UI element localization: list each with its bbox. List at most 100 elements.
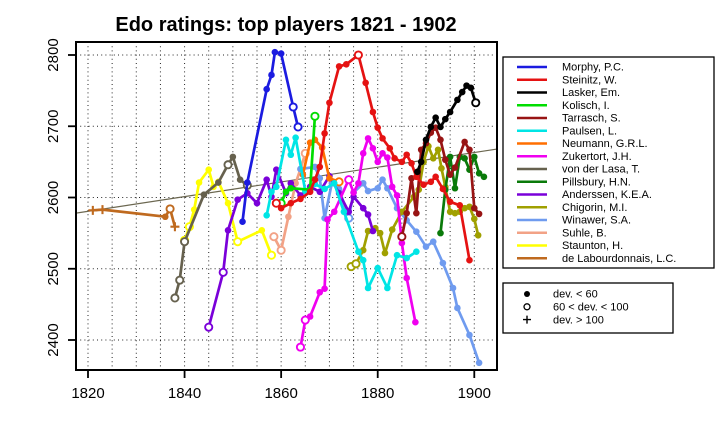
data-point-filled bbox=[321, 130, 328, 137]
data-point-filled bbox=[374, 264, 382, 272]
data-point-filled bbox=[388, 226, 396, 233]
legend-label-chigorin-m-i: Chigorin, M.I. bbox=[562, 202, 627, 214]
marker-key-label: dev. < 60 bbox=[553, 289, 598, 301]
trend-line-layer bbox=[76, 148, 497, 214]
data-point-filled bbox=[422, 243, 430, 250]
data-point-filled bbox=[350, 189, 357, 196]
data-point-open bbox=[353, 50, 363, 60]
data-point-filled bbox=[321, 185, 328, 193]
data-point-filled bbox=[413, 228, 420, 235]
marker-key-label: dev. > 100 bbox=[553, 314, 604, 326]
data-point-filled bbox=[195, 179, 203, 186]
legend-item-pillsbury-h-n: Pillsbury, H.N. bbox=[517, 176, 631, 188]
data-point-filled bbox=[446, 171, 454, 178]
data-point-filled bbox=[306, 188, 314, 196]
data-point-filled bbox=[287, 151, 295, 159]
data-point-filled bbox=[391, 155, 398, 162]
data-point-filled bbox=[437, 123, 444, 131]
data-point-filled bbox=[244, 179, 251, 186]
data-point-filled bbox=[316, 288, 324, 296]
data-point-filled bbox=[359, 204, 367, 212]
data-point-open bbox=[295, 342, 306, 352]
legend-label-von-der-lasa-t: von der Lasa, T. bbox=[562, 164, 640, 176]
data-point-filled bbox=[355, 248, 362, 255]
data-point-open bbox=[271, 198, 281, 208]
legend-item-von-der-lasa-t: von der Lasa, T. bbox=[517, 164, 640, 176]
data-point-filled bbox=[414, 168, 421, 176]
data-point-filled bbox=[470, 153, 478, 161]
data-point-plus bbox=[88, 205, 98, 215]
data-point-open bbox=[175, 275, 185, 285]
series-zukertort-j-h bbox=[295, 135, 419, 352]
data-point-open bbox=[293, 122, 303, 132]
data-point-filled bbox=[285, 213, 292, 221]
data-point-open bbox=[276, 245, 286, 255]
data-point-filled bbox=[224, 199, 232, 207]
data-point-filled bbox=[205, 166, 213, 174]
data-point-filled bbox=[340, 208, 348, 216]
data-point-filled bbox=[277, 204, 285, 212]
data-point-filled bbox=[253, 199, 261, 207]
data-point-filled bbox=[427, 178, 435, 186]
data-point-filled bbox=[374, 124, 382, 131]
data-point-open bbox=[170, 293, 180, 303]
legend-item-suhle-b: Suhle, B. bbox=[517, 227, 607, 239]
data-point-open bbox=[471, 98, 481, 108]
chart-title: Edo ratings: top players 1821 - 1902 bbox=[115, 14, 456, 36]
data-point-filled bbox=[379, 135, 386, 142]
legend-label-kolisch-i: Kolisch, I. bbox=[562, 100, 610, 112]
legend-item-staunton-h: Staunton, H. bbox=[517, 240, 623, 252]
data-point-filled bbox=[384, 284, 391, 292]
data-point-filled bbox=[420, 181, 427, 188]
data-point-plus bbox=[170, 222, 180, 232]
x-tick-label: 1820 bbox=[71, 385, 104, 402]
series-line-morphy-p-c bbox=[241, 50, 300, 224]
data-point-filled bbox=[311, 163, 319, 171]
data-point-filled bbox=[454, 304, 461, 312]
data-point-filled bbox=[466, 146, 473, 154]
legend-item-de-labourdonnais-l-c: de Labourdonnais, L.C. bbox=[517, 253, 676, 265]
data-point-filled bbox=[437, 229, 444, 237]
data-point-filled bbox=[403, 151, 410, 159]
data-point-open bbox=[165, 204, 175, 214]
data-point-filled bbox=[292, 134, 299, 141]
data-point-open bbox=[344, 175, 354, 185]
data-point-filled bbox=[215, 179, 222, 186]
legend-label-pillsbury-h-n: Pillsbury, H.N. bbox=[562, 176, 631, 188]
data-point-filled bbox=[475, 359, 483, 367]
data-point-filled bbox=[379, 176, 386, 183]
legend-label-tarrasch-s: Tarrasch, S. bbox=[562, 113, 621, 125]
legend-item-lasker-em: Lasker, Em. bbox=[517, 87, 620, 99]
data-point-filled bbox=[316, 163, 324, 171]
data-point-filled bbox=[234, 196, 241, 203]
data-point-filled bbox=[446, 153, 454, 161]
data-point-filled bbox=[362, 79, 369, 87]
data-point-filled bbox=[271, 48, 279, 56]
data-point-filled bbox=[398, 158, 406, 166]
data-point-filled bbox=[466, 331, 473, 339]
data-point-filled bbox=[287, 179, 295, 187]
x-tick-label: 1840 bbox=[168, 385, 201, 402]
x-tick-label: 1900 bbox=[458, 385, 491, 402]
data-point-filled bbox=[470, 204, 478, 212]
data-point-filled bbox=[311, 176, 319, 183]
data-point-filled bbox=[475, 169, 483, 177]
data-point-filled bbox=[335, 63, 343, 70]
data-point-filled bbox=[263, 176, 270, 183]
data-point-filled bbox=[369, 108, 377, 116]
series-line-tarrasch-s bbox=[400, 126, 481, 239]
data-point-filled bbox=[456, 202, 464, 209]
data-point-filled bbox=[432, 173, 439, 181]
legend-label-steinitz-w: Steinitz, W. bbox=[562, 74, 617, 86]
data-point-filled bbox=[442, 115, 449, 123]
data-point-filled bbox=[200, 191, 208, 198]
data-point-filled bbox=[454, 96, 461, 104]
data-point-filled bbox=[239, 218, 246, 226]
data-point-filled bbox=[273, 183, 280, 191]
data-point-filled bbox=[369, 145, 377, 152]
x-tick-label: 1880 bbox=[361, 385, 394, 402]
data-point-filled bbox=[330, 208, 338, 216]
data-point-open bbox=[351, 259, 361, 269]
data-point-filled bbox=[458, 88, 466, 96]
